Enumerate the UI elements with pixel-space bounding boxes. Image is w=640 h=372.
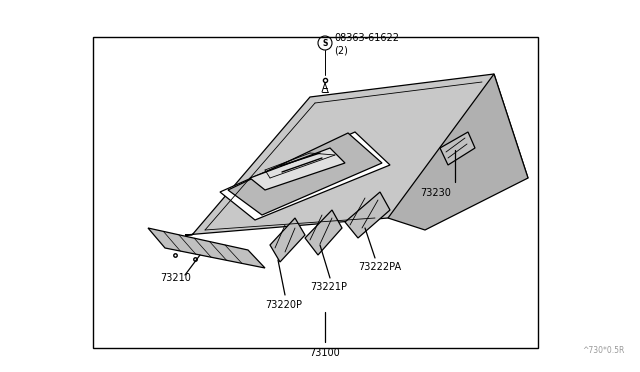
Text: 08363-61622: 08363-61622 xyxy=(334,33,399,43)
Polygon shape xyxy=(440,132,475,165)
Text: (2): (2) xyxy=(334,45,348,55)
Text: S: S xyxy=(323,38,328,48)
Text: 73210: 73210 xyxy=(160,273,191,283)
Polygon shape xyxy=(305,210,342,255)
Polygon shape xyxy=(250,148,345,190)
Text: 73100: 73100 xyxy=(310,348,340,358)
Polygon shape xyxy=(388,74,528,230)
Text: 73220P: 73220P xyxy=(265,300,302,310)
Polygon shape xyxy=(228,133,382,215)
Polygon shape xyxy=(345,192,390,238)
Text: 73222PA: 73222PA xyxy=(358,262,401,272)
Polygon shape xyxy=(270,218,305,262)
Text: ^730*0.5R: ^730*0.5R xyxy=(582,346,625,355)
Polygon shape xyxy=(220,132,390,220)
Text: 73221P: 73221P xyxy=(310,282,347,292)
Text: 73230: 73230 xyxy=(420,188,451,198)
Polygon shape xyxy=(185,74,528,235)
Bar xyxy=(93,37,538,348)
Polygon shape xyxy=(148,228,265,268)
